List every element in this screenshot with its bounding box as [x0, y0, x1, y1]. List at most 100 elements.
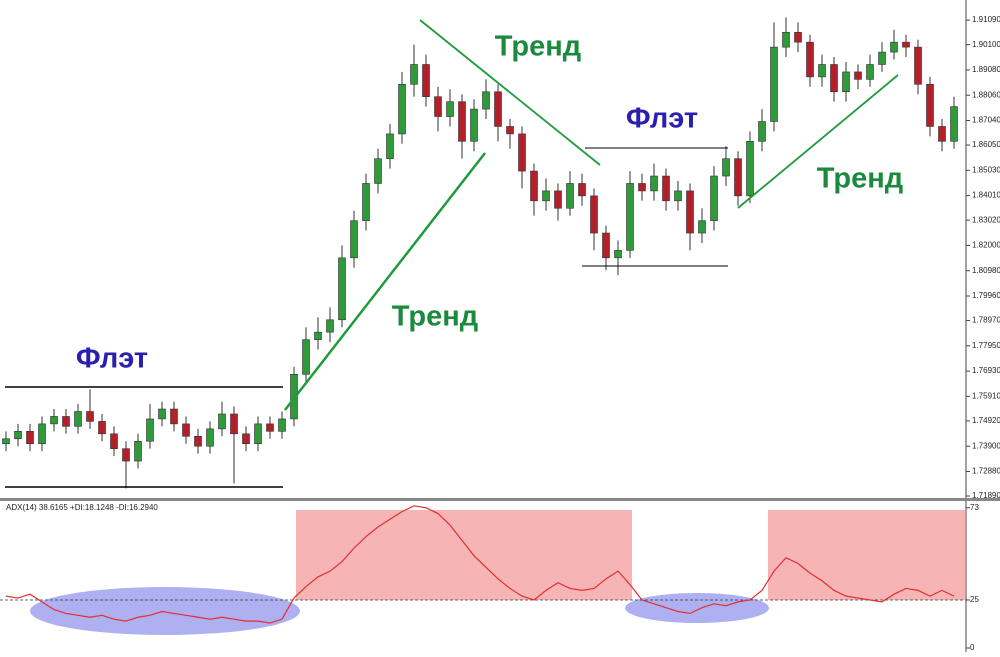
candle-body — [26, 431, 34, 445]
candle-body — [902, 41, 910, 48]
indicator-title: ADX(14) 38.6165 +DI:18.1248 -DI:16.2940 — [6, 503, 158, 512]
candle-body — [242, 433, 250, 445]
y-tick-label: 1.76930 — [972, 366, 1000, 375]
candle-body — [554, 190, 562, 209]
adx-line — [5, 505, 955, 624]
candle-body — [98, 421, 106, 435]
candle-body — [326, 319, 334, 333]
candle-body — [722, 158, 730, 177]
y-tick-label: 73 — [970, 503, 979, 512]
candle-body — [374, 158, 382, 184]
candle-body — [86, 411, 94, 422]
candle-body — [2, 438, 10, 445]
y-tick-label: 1.87040 — [972, 116, 1000, 125]
y-tick-label: 1.77950 — [972, 341, 1000, 350]
candle-body — [950, 106, 958, 142]
candle-body — [746, 141, 754, 197]
y-tick-label: 1.88060 — [972, 90, 1000, 99]
y-tick-label: 25 — [970, 595, 979, 604]
candle-body — [206, 428, 214, 447]
candle-body — [566, 183, 574, 209]
candle-body — [218, 413, 226, 430]
y-tick-label: 1.71890 — [972, 491, 1000, 500]
candle-body — [194, 435, 202, 447]
candle-body — [698, 220, 706, 234]
trend-zone — [296, 510, 632, 600]
y-tick-label: 1.78970 — [972, 316, 1000, 325]
candle-body — [854, 71, 862, 80]
candle-body — [650, 175, 658, 192]
candle-body — [806, 41, 814, 78]
candle-body — [914, 46, 922, 85]
candle-body — [842, 71, 850, 93]
candle-body — [782, 31, 790, 48]
candle-body — [578, 183, 586, 197]
y-tick-label: 1.91090 — [972, 15, 1000, 24]
candle-body — [518, 133, 526, 172]
candle-body — [230, 413, 238, 435]
annotation: Флэт — [76, 343, 148, 375]
candle-body — [626, 183, 634, 251]
annotation: Тренд — [392, 301, 478, 333]
candle-body — [158, 408, 166, 420]
candle-body — [710, 175, 718, 221]
candle-body — [386, 133, 394, 159]
annotation: Тренд — [817, 163, 903, 195]
annotation: Флэт — [626, 103, 698, 135]
candle-body — [866, 64, 874, 80]
y-tick-label: 1.85030 — [972, 165, 1000, 174]
candle-body — [350, 220, 358, 259]
y-tick-label: 1.75910 — [972, 391, 1000, 400]
candle-body — [74, 411, 82, 427]
candle-body — [110, 433, 118, 449]
candle-body — [470, 108, 478, 142]
candle-body — [794, 31, 802, 43]
candle-body — [926, 84, 934, 127]
candle-body — [14, 431, 22, 440]
candle-body — [338, 257, 346, 321]
candle-body — [278, 418, 286, 432]
y-tick-label: 1.84010 — [972, 191, 1000, 200]
candle-body — [446, 101, 454, 117]
candle-body — [818, 64, 826, 78]
candle-body — [482, 91, 490, 110]
y-tick-label: 1.74920 — [972, 416, 1000, 425]
candle-body — [62, 416, 70, 427]
candle-body — [146, 418, 154, 442]
trend-line — [419, 19, 601, 166]
y-tick-label: 1.72880 — [972, 467, 1000, 476]
y-tick-label: 1.83020 — [972, 215, 1000, 224]
candle-body — [686, 190, 694, 234]
candle-body — [770, 46, 778, 122]
trend-line — [737, 74, 899, 209]
trend-line — [284, 152, 486, 411]
candle-body — [734, 158, 742, 197]
candle-body — [38, 423, 46, 445]
annotation: Тренд — [495, 31, 581, 63]
marks — [0, 17, 966, 624]
candle-body — [398, 84, 406, 135]
candle-body — [638, 183, 646, 192]
flat-zone — [625, 593, 769, 623]
candle-body — [362, 183, 370, 221]
candle-body — [938, 126, 946, 142]
y-tick-label: 1.73900 — [972, 441, 1000, 450]
trend-zone — [768, 510, 965, 600]
candle-body — [542, 190, 550, 202]
candle-body — [410, 64, 418, 85]
y-tick-label: 1.90100 — [972, 40, 1000, 49]
candle-body — [494, 91, 502, 127]
y-tick-label: 1.80980 — [972, 266, 1000, 275]
candle-body — [506, 126, 514, 135]
y-tick-label: 1.86050 — [972, 140, 1000, 149]
candle-body — [590, 195, 598, 234]
candle-body — [50, 416, 58, 425]
candle-body — [662, 175, 670, 202]
candle-body — [674, 190, 682, 202]
candle-body — [302, 339, 310, 375]
candle-body — [878, 51, 886, 65]
candle-body — [122, 448, 130, 462]
candle-body — [758, 121, 766, 142]
y-tick-label: 1.89080 — [972, 65, 1000, 74]
